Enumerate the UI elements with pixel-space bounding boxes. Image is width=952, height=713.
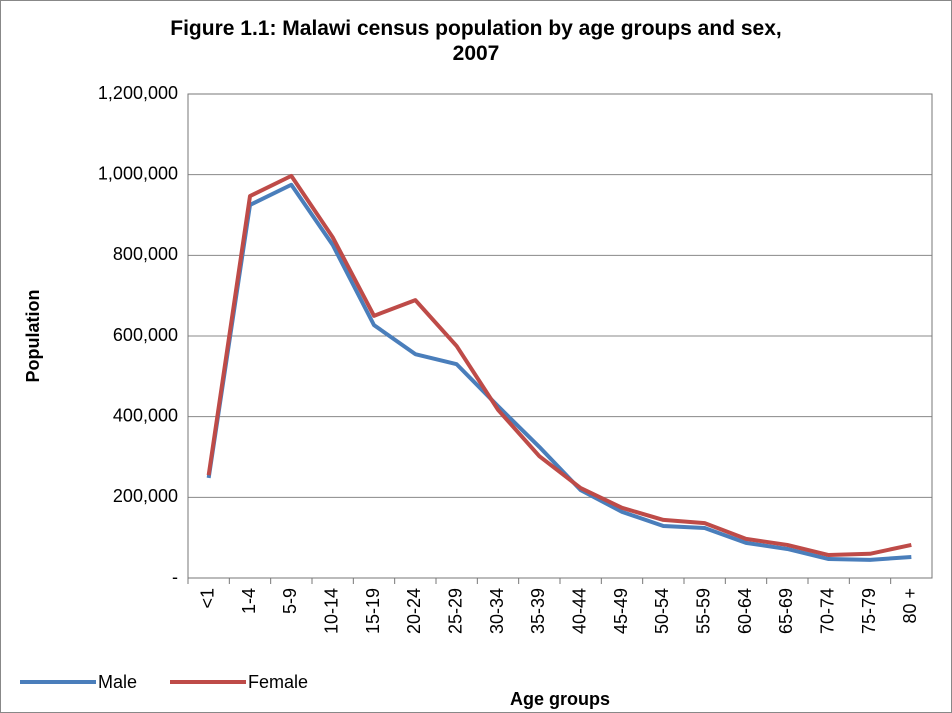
- x-tick-label: 5-9: [280, 588, 300, 614]
- x-tick-label: 65-69: [776, 588, 796, 634]
- chart-title: Figure 1.1: Malawi census population by …: [170, 17, 782, 65]
- y-tick-label: 600,000: [113, 325, 178, 345]
- x-tick-label: 80 +: [900, 588, 920, 624]
- y-tick-label: 1,000,000: [98, 163, 178, 183]
- x-tick-label: 1-4: [239, 588, 259, 614]
- legend-label: Female: [248, 672, 308, 692]
- y-tick-label: 400,000: [113, 405, 178, 425]
- y-tick-label: 200,000: [113, 486, 178, 506]
- x-tick-label: 75-79: [859, 588, 879, 634]
- y-tick-label: -: [172, 567, 178, 587]
- y-tick-label: 800,000: [113, 244, 178, 264]
- x-tick-label: 55-59: [693, 588, 713, 634]
- line-series: [206, 173, 912, 558]
- line-series: [206, 182, 912, 562]
- x-tick-label: 25-29: [445, 588, 465, 634]
- x-tick-label: 60-64: [735, 588, 755, 634]
- x-tick-label: 10-14: [321, 588, 341, 634]
- x-tick-label: 35-39: [528, 588, 548, 634]
- y-axis-label: Population: [23, 290, 43, 383]
- x-tick-label: 50-54: [652, 588, 672, 634]
- x-tick-label: 45-49: [611, 588, 631, 634]
- x-tick-label: 20-24: [404, 588, 424, 634]
- x-tick-label: 30-34: [487, 588, 507, 634]
- x-tick-label: 15-19: [363, 588, 383, 634]
- x-tick-label: <1: [197, 588, 217, 609]
- legend-label: Male: [98, 672, 137, 692]
- x-tick-label: 70-74: [817, 588, 837, 634]
- x-tick-label: 40-44: [569, 588, 589, 634]
- x-axis-label: Age groups: [510, 689, 610, 709]
- y-tick-label: 1,200,000: [98, 83, 178, 103]
